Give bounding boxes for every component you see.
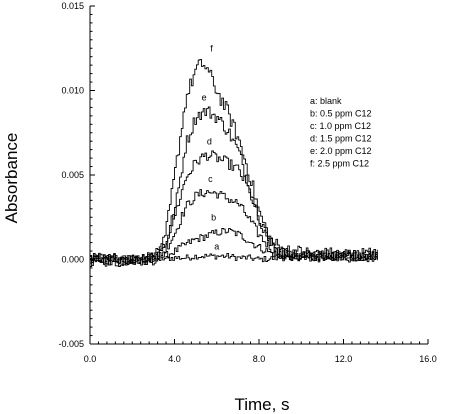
curve-label-e: e bbox=[202, 93, 207, 103]
y-axis-label: Absorbance bbox=[2, 133, 21, 224]
x-tick-label: 8.0 bbox=[253, 354, 266, 364]
series-line-f bbox=[90, 58, 378, 267]
legend-entry: d: 1.5 ppm C12 bbox=[310, 134, 372, 144]
x-tick-label: 4.0 bbox=[168, 354, 181, 364]
curve-label-d: d bbox=[207, 137, 212, 147]
curve-label-b: b bbox=[211, 213, 216, 223]
y-tick-label: 0.010 bbox=[61, 86, 84, 96]
axis-ticks: -0.005 0.000 0.005 0.010 0.015 0.0 4.0 8.0 12.0 1… bbox=[58, 1, 436, 364]
curve-label-f: f bbox=[210, 44, 213, 54]
y-tick-label: 0.005 bbox=[61, 170, 84, 180]
y-tick-label: 0.000 bbox=[61, 255, 84, 265]
legend-entry: c: 1.0 ppm C12 bbox=[310, 121, 371, 131]
legend-entry: b: 0.5 ppm C12 bbox=[310, 109, 372, 119]
curve-label-c: c bbox=[208, 174, 213, 184]
y-tick-label: -0.005 bbox=[58, 339, 84, 349]
legend-entry: e: 2.0 ppm C12 bbox=[310, 146, 372, 156]
y-tick-label: 0.015 bbox=[61, 1, 84, 11]
legend-entry: a: blank bbox=[310, 96, 342, 106]
x-tick-label: 0.0 bbox=[84, 354, 97, 364]
x-tick-label: 16.0 bbox=[419, 354, 437, 364]
curve-labels: a b c d e f bbox=[202, 44, 220, 252]
x-axis-label: Time, s bbox=[234, 395, 289, 414]
legend-entry: f: 2.5 ppm C12 bbox=[310, 159, 369, 169]
legend: a: blank b: 0.5 ppm C12 c: 1.0 ppm C12 d: 1… bbox=[310, 96, 372, 169]
curve-label-a: a bbox=[214, 241, 219, 251]
x-tick-label: 12.0 bbox=[335, 354, 353, 364]
series-layer bbox=[90, 58, 378, 267]
